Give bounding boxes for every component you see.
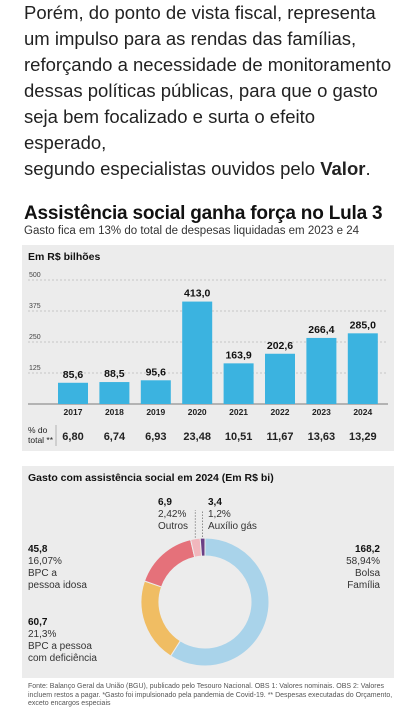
slice-pct: 21,3% — [28, 629, 57, 640]
y-tick-label: 500 — [29, 272, 41, 279]
pct-row-label: total ** — [28, 435, 54, 445]
slice-value: 3,4 — [208, 497, 222, 508]
pct-total-value: 10,51 — [225, 431, 253, 443]
donut-slice-bolsa-fam-lia — [169, 537, 270, 667]
bar-2021 — [223, 363, 254, 404]
x-tick-label: 2023 — [312, 407, 331, 417]
slice-name: com deficiência — [28, 653, 97, 664]
intro-line: segundo especialistas ouvidos pelo Valor… — [24, 156, 394, 182]
pct-total-value: 23,48 — [183, 431, 211, 443]
slice-name: pessoa idosa — [28, 580, 87, 591]
slice-pct: 1,2% — [208, 509, 231, 520]
x-tick-label: 2021 — [229, 407, 248, 417]
intro-valor-link[interactable]: Valor — [320, 158, 366, 179]
slice-value: 6,9 — [158, 497, 172, 508]
slice-name: Outros — [158, 521, 189, 532]
bar-2019 — [140, 380, 171, 404]
pct-total-value: 6,80 — [62, 431, 83, 443]
pct-total-value: 13,63 — [308, 431, 336, 443]
intro-line: reforçando a necessidade de monitorament… — [24, 54, 392, 75]
bar-2017 — [58, 382, 88, 404]
footer-source: Fonte: Balanço Geral da União (BGU), pub… — [28, 683, 398, 709]
bar-value-label: 163,9 — [225, 349, 251, 361]
donut-slice-bpc-a-pessoa-com-defici-ncia — [140, 580, 181, 657]
bar-2018 — [99, 382, 130, 404]
slice-pct: 58,94% — [346, 556, 380, 567]
slice-name: BPC a pessoa — [28, 641, 92, 652]
unit-label: Em R$ bilhões — [28, 251, 101, 263]
bar-value-label: 266,4 — [308, 324, 334, 336]
footer-line: Fonte: Balanço Geral da União (BGU), pub… — [28, 683, 385, 690]
label-bpc-deficiencia: 60,7 21,3% BPC a pessoa com deficiência — [28, 617, 97, 665]
bar-value-label: 85,6 — [63, 369, 84, 381]
bar-value-label: 88,5 — [104, 368, 125, 380]
donut-slice-aux-lio-g-s — [199, 537, 206, 557]
label-outros: 6,9 2,42% Outros — [158, 497, 188, 533]
x-tick-label: 2022 — [271, 407, 290, 417]
bar-value-label: 413,0 — [184, 288, 210, 300]
bar-value-label: 202,6 — [267, 340, 293, 352]
pct-total-value: 6,93 — [145, 431, 166, 443]
bar-value-label: 285,0 — [350, 319, 376, 331]
donut-slice-bpc-a-pessoa-idosa — [143, 539, 196, 588]
x-tick-label: 2017 — [64, 407, 83, 417]
slice-value: 45,8 — [28, 544, 48, 555]
intro-text: . — [365, 158, 371, 179]
intro-line: Porém, do ponto de vista fiscal, represe… — [24, 2, 376, 23]
y-tick-label: 125 — [29, 365, 41, 372]
x-tick-label: 2024 — [353, 407, 372, 417]
slice-name: Bolsa — [354, 568, 380, 579]
intro-line: seja bem focalizado e surta o efeito esp… — [24, 106, 316, 153]
x-tick-label: 2020 — [188, 407, 207, 417]
footer-line: exceto encargos especiais — [28, 700, 111, 707]
slice-name: Família — [347, 580, 380, 591]
slice-name: Auxílio gás — [208, 521, 257, 532]
chart-title: Assistência social ganha força no Lula 3 — [24, 203, 383, 224]
y-tick-label: 375 — [29, 303, 41, 310]
donut-chart-panel — [22, 466, 394, 678]
bar-2023 — [306, 337, 337, 404]
pct-total-value: 6,74 — [104, 431, 126, 443]
donut-title: Gasto com assistência social em 2024 (Em… — [28, 472, 274, 484]
intro-line: dessas políticas públicas, para que o ga… — [24, 80, 378, 101]
pct-total-value: 11,67 — [267, 431, 294, 443]
x-tick-label: 2019 — [146, 407, 165, 417]
slice-value: 168,2 — [354, 544, 380, 555]
label-auxilio-gas: 3,4 1,2% Auxílio gás — [208, 497, 257, 533]
footer-line: incluem restos a pagar. *Gasto foi impul… — [28, 691, 393, 699]
slice-pct: 16,07% — [28, 556, 62, 567]
bar-2022 — [265, 353, 295, 404]
intro-paragraph: Porém, do ponto de vista fiscal, represe… — [24, 0, 394, 182]
intro-text: segundo especialistas ouvidos pelo — [24, 158, 321, 179]
label-bolsa-familia: 168,2 58,94% Bolsa Família — [346, 544, 380, 592]
y-tick-label: 250 — [29, 334, 41, 341]
slice-value: 60,7 — [28, 617, 48, 628]
pct-total-value: 13,29 — [349, 431, 377, 443]
chart-subtitle: Gasto fica em 13% do total de despesas l… — [24, 225, 359, 237]
pct-row-label: % do — [28, 425, 48, 435]
label-bpc-idosa: 45,8 16,07% BPC a pessoa idosa — [28, 544, 87, 592]
bar-value-label: 95,6 — [146, 366, 167, 378]
intro-line: um impulso para as rendas das famílias, — [24, 28, 357, 49]
slice-pct: 2,42% — [158, 509, 187, 520]
bar-2024 — [347, 333, 378, 404]
slice-name: BPC a — [28, 568, 57, 579]
x-tick-label: 2018 — [105, 407, 124, 417]
bar-2020 — [182, 301, 213, 404]
